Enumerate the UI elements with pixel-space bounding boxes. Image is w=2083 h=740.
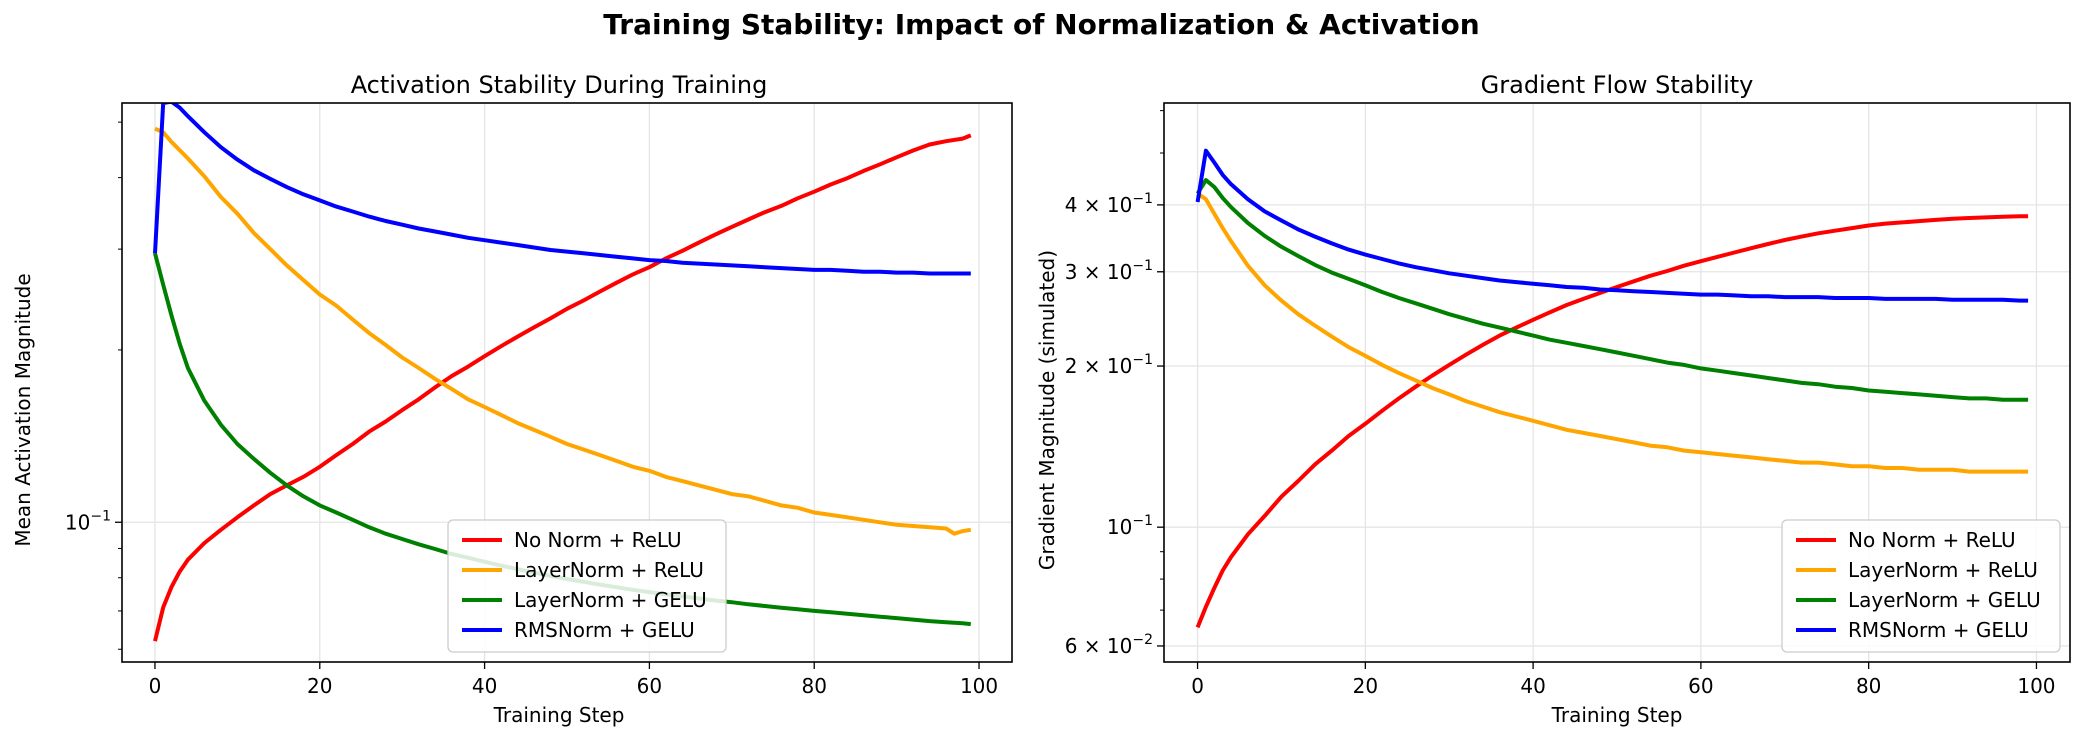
right-legend-label-4: RMSNorm + GELU bbox=[1848, 618, 2029, 642]
right-ytick-label: 2 × 10−1 bbox=[1065, 352, 1153, 378]
left-plot-frame bbox=[121, 102, 1013, 663]
right-ytick-label: 3 × 10−1 bbox=[1065, 258, 1153, 284]
right-chart-ylabel: Gradient Magnitude (simulated) bbox=[1035, 250, 1059, 570]
left-xtick-label: 100 bbox=[960, 674, 998, 698]
left-legend-label-2: LayerNorm + ReLU bbox=[514, 558, 704, 582]
left-chart-xlabel: Training Step bbox=[493, 703, 625, 727]
right-chart-xlabel: Training Step bbox=[1551, 703, 1683, 727]
left-series-line-1 bbox=[153, 133, 972, 642]
right-series-line-3 bbox=[1195, 178, 2029, 402]
left-xtick-label: 60 bbox=[637, 674, 662, 698]
right-chart-title: Gradient Flow Stability bbox=[1481, 71, 1754, 99]
right-ytick-label: 10−1 bbox=[1107, 513, 1153, 539]
right-legend-label-2: LayerNorm + ReLU bbox=[1848, 558, 2038, 582]
right-legend: No Norm + ReLU LayerNorm + ReLU LayerNorm … bbox=[1781, 519, 2061, 653]
right-xtick-label: 100 bbox=[2017, 674, 2055, 698]
left-series-line-2 bbox=[154, 126, 972, 536]
left-xtick-label: 40 bbox=[472, 674, 497, 698]
left-chart-title: Activation Stability During Training bbox=[351, 71, 768, 99]
left-chart-ylabel: Mean Activation Magnitude bbox=[11, 273, 35, 546]
left-xtick-label: 20 bbox=[307, 674, 332, 698]
left-xtick-label: 80 bbox=[801, 674, 826, 698]
left-legend-label-1: No Norm + ReLU bbox=[514, 528, 682, 552]
left-xtick-label: 0 bbox=[149, 674, 162, 698]
right-series-line-4 bbox=[1195, 148, 2029, 303]
right-xtick-label: 80 bbox=[1856, 674, 1881, 698]
right-xtick-label: 20 bbox=[1353, 674, 1378, 698]
right-ytick-label: 6 × 10−2 bbox=[1065, 632, 1153, 658]
right-ytick-label: 4 × 10−1 bbox=[1065, 191, 1153, 217]
figure-title: Training Stability: Impact of Normalizat… bbox=[603, 8, 1480, 41]
left-series-line-4 bbox=[153, 103, 971, 276]
right-legend-label-3: LayerNorm + GELU bbox=[1848, 588, 2041, 612]
right-plot-frame bbox=[1163, 102, 2071, 663]
right-series-line-1 bbox=[1195, 214, 2029, 629]
left-legend: No Norm + ReLU LayerNorm + ReLU LayerNorm … bbox=[447, 519, 727, 653]
right-xtick-label: 0 bbox=[1191, 674, 1204, 698]
left-ytick-label: 10−1 bbox=[65, 508, 111, 534]
left-legend-label-4: RMSNorm + GELU bbox=[514, 618, 695, 642]
right-legend-box bbox=[1781, 519, 2061, 653]
left-legend-box bbox=[447, 519, 727, 653]
right-legend-label-1: No Norm + ReLU bbox=[1848, 528, 2016, 552]
right-series-line-2 bbox=[1196, 191, 2029, 474]
left-legend-label-3: LayerNorm + GELU bbox=[514, 588, 707, 612]
right-xtick-label: 40 bbox=[1520, 674, 1545, 698]
right-xtick-label: 60 bbox=[1688, 674, 1713, 698]
